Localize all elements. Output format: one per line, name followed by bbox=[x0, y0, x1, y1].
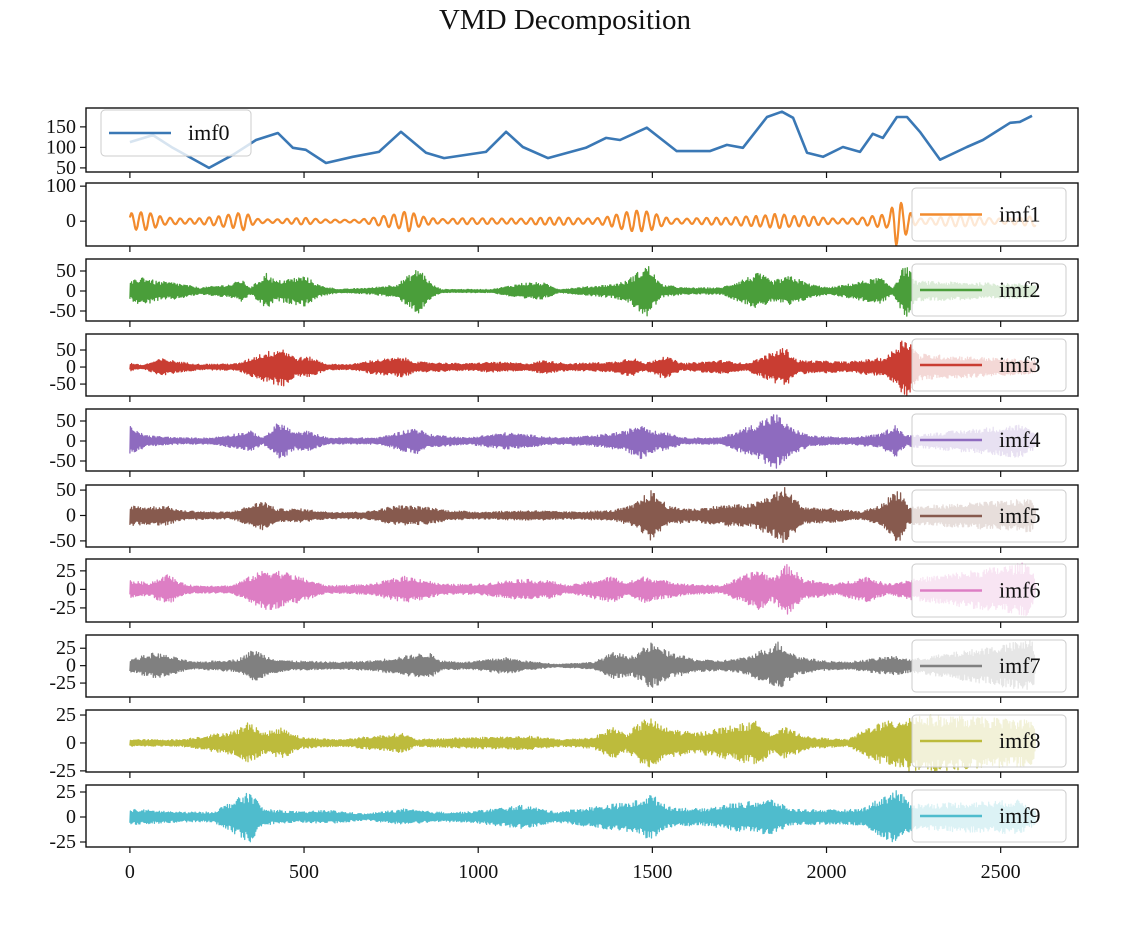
y-tick-label: 0 bbox=[66, 655, 76, 677]
series-line-imf7 bbox=[129, 639, 1037, 690]
y-tick-label: -25 bbox=[49, 597, 76, 619]
y-tick-label: 0 bbox=[66, 732, 76, 754]
panel-imf6: 250-25 imf6 bbox=[49, 558, 1079, 628]
legend-label: imf7 bbox=[999, 653, 1041, 678]
legend-imf1: imf1 bbox=[911, 187, 1067, 242]
legend-imf9: imf9 bbox=[911, 789, 1067, 843]
legend-imf6: imf6 bbox=[911, 563, 1067, 618]
y-tick-label: 50 bbox=[56, 479, 76, 501]
axes-frame-imf0 bbox=[85, 107, 1079, 173]
legend-box bbox=[911, 789, 1067, 843]
legend-box bbox=[911, 263, 1067, 317]
x-tick-label: 0 bbox=[125, 861, 135, 883]
y-tick-label: 50 bbox=[56, 339, 76, 361]
y-tick-label: 25 bbox=[56, 637, 76, 659]
y-tick-label: 0 bbox=[66, 504, 76, 526]
legend-imf4: imf4 bbox=[911, 413, 1067, 467]
panel-imf4: 500-50 imf4 bbox=[49, 408, 1079, 477]
panel-imf5: 50 0 -50 imf5 bbox=[49, 479, 1079, 553]
axes-frame-imf1 bbox=[85, 182, 1079, 247]
chart-title: VMD Decomposition bbox=[438, 4, 692, 36]
y-tick-label: 50 bbox=[56, 410, 76, 432]
y-tick-label: 100 bbox=[46, 175, 76, 197]
series-line-imf2 bbox=[129, 266, 1037, 317]
y-tick-label: 0 bbox=[66, 430, 76, 452]
legend-imf2: imf2 bbox=[911, 263, 1067, 317]
legend-box bbox=[100, 109, 252, 157]
y-tick-label: 25 bbox=[56, 560, 76, 582]
axes-frame-imf6 bbox=[85, 558, 1079, 623]
series-line-imf3 bbox=[129, 340, 1037, 396]
y-tick-label: -50 bbox=[49, 450, 76, 472]
x-tick-label: 2000 bbox=[807, 861, 847, 883]
series-line-imf5 bbox=[129, 486, 1037, 544]
legend-label: imf6 bbox=[999, 578, 1041, 603]
legend-label: imf5 bbox=[999, 503, 1041, 528]
legend-imf3: imf3 bbox=[911, 338, 1067, 392]
x-tick-label: 1000 bbox=[458, 861, 498, 883]
y-tick-label: 50 bbox=[56, 157, 76, 179]
y-tick-label: -25 bbox=[49, 672, 76, 694]
legend-box bbox=[911, 413, 1067, 467]
y-tick-label: -50 bbox=[49, 373, 76, 395]
y-tick-label: 50 bbox=[56, 260, 76, 282]
series-line-imf9 bbox=[129, 790, 1037, 843]
legend-label: imf8 bbox=[999, 728, 1041, 753]
legend-label: imf3 bbox=[999, 352, 1041, 377]
y-tick-label: 0 bbox=[66, 356, 76, 378]
panel-imf2: 500-50 imf2 bbox=[49, 258, 1079, 327]
legend-box bbox=[911, 187, 1067, 242]
panel-imf9: 25 0 -25 0 500 1000 1500 2000 2500 imf9 bbox=[49, 781, 1079, 883]
series-line-imf1 bbox=[128, 201, 1037, 246]
legend-label: imf1 bbox=[999, 202, 1041, 227]
axes-frame-imf9 bbox=[85, 784, 1079, 848]
axes-frame-imf4 bbox=[85, 408, 1079, 472]
legend-imf5: imf5 bbox=[911, 489, 1067, 543]
y-tick-label: 0 bbox=[66, 210, 76, 232]
x-tick-label: 1500 bbox=[632, 861, 672, 883]
y-tick-label: 100 bbox=[46, 136, 76, 158]
x-tick-label: 2500 bbox=[981, 861, 1021, 883]
y-tick-label: 25 bbox=[56, 704, 76, 726]
legend-imf8: imf8 bbox=[911, 714, 1067, 768]
legend-box bbox=[911, 639, 1067, 693]
y-tick-label: -50 bbox=[49, 530, 76, 552]
y-tick-label: 0 bbox=[66, 578, 76, 600]
legend-box bbox=[911, 489, 1067, 543]
y-tick-label: 25 bbox=[56, 781, 76, 803]
panel-imf3: 500-50 imf3 bbox=[49, 333, 1079, 402]
y-tick-label: -25 bbox=[49, 831, 76, 853]
legend-imf0: imf0 bbox=[100, 109, 252, 157]
panel-imf1: 100 0 imf1 bbox=[46, 175, 1079, 252]
legend-label: imf4 bbox=[999, 427, 1041, 452]
legend-box bbox=[911, 338, 1067, 392]
legend-label: imf2 bbox=[999, 277, 1041, 302]
series-line-imf8 bbox=[129, 714, 1037, 772]
axes-frame-imf8 bbox=[85, 709, 1079, 773]
legend-label: imf9 bbox=[999, 803, 1041, 828]
panel-imf7: 250-25 imf7 bbox=[49, 634, 1079, 703]
axes-frame-imf3 bbox=[85, 333, 1079, 397]
series-line-imf4 bbox=[129, 414, 1037, 469]
legend-box bbox=[911, 563, 1067, 618]
x-tick-label: 500 bbox=[289, 861, 319, 883]
y-tick-label: -50 bbox=[49, 300, 76, 322]
series-line-imf6 bbox=[129, 562, 1037, 617]
panel-imf8: 25 0 -25 imf8 bbox=[49, 704, 1079, 782]
legend-box bbox=[911, 714, 1067, 768]
series-line-imf0 bbox=[129, 110, 1033, 170]
axes-frame-imf2 bbox=[85, 258, 1079, 322]
y-tick-label: 0 bbox=[66, 806, 76, 828]
legend-imf7: imf7 bbox=[911, 639, 1067, 693]
y-tick-label: 150 bbox=[46, 116, 76, 138]
y-tick-label: -25 bbox=[49, 760, 76, 782]
y-tick-label: 0 bbox=[66, 280, 76, 302]
legend-label: imf0 bbox=[188, 120, 230, 145]
